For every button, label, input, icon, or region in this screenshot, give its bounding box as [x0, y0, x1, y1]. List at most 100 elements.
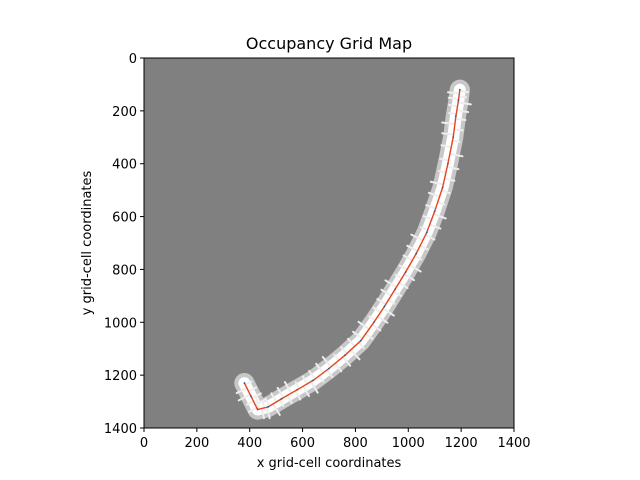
scan-ray	[376, 298, 387, 306]
scan-ray	[294, 389, 302, 401]
scan-ray	[347, 337, 356, 348]
scan-ray	[315, 362, 325, 374]
scan-ray	[451, 139, 461, 143]
trajectory-point	[404, 271, 407, 273]
scan-ray	[235, 387, 248, 395]
scan-ray	[247, 386, 258, 393]
scan-ray	[310, 380, 319, 394]
scan-ray	[302, 385, 310, 398]
scan-ray	[398, 264, 408, 271]
scan-ray	[424, 234, 436, 241]
scan-ray	[419, 244, 429, 251]
scan-ray	[254, 395, 260, 411]
trajectory-point	[433, 210, 436, 213]
x-tick-label: 400	[237, 436, 262, 451]
scan-ray	[458, 90, 470, 94]
y-tick-label: 0	[129, 52, 137, 67]
scan-ray	[408, 264, 422, 273]
scan-ray	[422, 215, 433, 221]
scan-ray	[439, 157, 450, 162]
trajectory-point	[296, 388, 299, 391]
scan-ray	[272, 402, 281, 416]
scan-ray	[371, 323, 382, 332]
trajectory-point	[250, 395, 252, 398]
scan-ray	[364, 332, 374, 340]
scan-ray	[333, 353, 340, 362]
y-tick-label: 600	[112, 211, 137, 226]
scan-ray	[446, 91, 461, 95]
scan-ray	[441, 132, 455, 136]
scan-ray	[457, 101, 472, 106]
y-tick-label: 400	[112, 158, 137, 173]
scan-ray	[368, 315, 377, 322]
trajectory-point	[383, 305, 386, 308]
trajectory-point	[447, 162, 449, 165]
x-tick-label: 600	[290, 436, 315, 451]
scan-ray	[276, 386, 285, 399]
scan-ray	[244, 380, 253, 386]
scan-ray	[437, 170, 447, 174]
y-tick-label: 1400	[104, 422, 137, 437]
scan-ray	[372, 306, 382, 314]
scan-ray	[454, 117, 467, 122]
chart-title: Occupancy Grid Map	[246, 34, 412, 53]
scan-ray	[394, 273, 403, 280]
scan-ray	[341, 355, 352, 367]
trajectory-point	[343, 354, 346, 357]
scan-ray	[436, 201, 446, 206]
scan-ray	[392, 290, 403, 297]
scan-ray	[278, 398, 285, 408]
scan-ray	[283, 381, 293, 395]
scan-ray	[448, 111, 458, 116]
trajectory-point	[394, 288, 396, 291]
trajectory-point	[328, 367, 330, 370]
scan-ray	[349, 348, 361, 361]
trajectory-point	[256, 408, 259, 411]
scan-ray	[261, 399, 266, 409]
scan-ray	[441, 121, 456, 126]
scan-ray	[270, 392, 278, 403]
scan-ray	[308, 369, 317, 380]
scan-ray	[318, 374, 325, 383]
trajectory-point	[312, 379, 315, 382]
scan-ray	[376, 315, 389, 324]
scan-ray	[301, 375, 309, 385]
scan-ray	[248, 406, 258, 413]
scan-ray	[237, 393, 252, 402]
scan-ray	[455, 109, 470, 114]
scan-ray	[440, 189, 451, 195]
scan-ray	[286, 394, 293, 404]
x-tick-label: 800	[343, 436, 368, 451]
scan-ray	[429, 180, 445, 186]
scan-ray	[357, 320, 370, 331]
x-axis-label: x grid-cell coordinates	[257, 456, 402, 471]
trajectory-point	[267, 405, 270, 408]
scan-ray	[384, 279, 398, 289]
trajectory-point	[458, 88, 461, 91]
scan-ray	[403, 273, 416, 282]
scan-ray	[260, 407, 266, 420]
scan-ray	[265, 406, 271, 420]
scan-ray	[387, 298, 396, 305]
scan-ray	[427, 191, 441, 198]
trajectory-point	[457, 99, 460, 102]
scan-ray	[406, 244, 419, 252]
scan-ray	[432, 212, 447, 220]
x-tick-label: 1200	[445, 436, 478, 451]
x-axis: 0 200 400 600 800 1000 1200 1400	[140, 428, 531, 451]
scan-ray	[402, 254, 414, 262]
scan-ray	[264, 397, 271, 407]
scan-ray	[425, 204, 437, 210]
x-tick-label: 200	[184, 436, 209, 451]
scan-ray	[340, 346, 348, 355]
scan-ray	[352, 330, 364, 340]
scan-ray	[453, 128, 464, 132]
y-tick-label: 1200	[104, 369, 137, 384]
scan-ray	[448, 152, 464, 158]
trajectory-point	[425, 231, 428, 234]
scan-ray	[246, 400, 255, 406]
scan-ray	[410, 233, 424, 242]
plot-frame	[143, 57, 515, 429]
scan-ray	[398, 281, 409, 290]
